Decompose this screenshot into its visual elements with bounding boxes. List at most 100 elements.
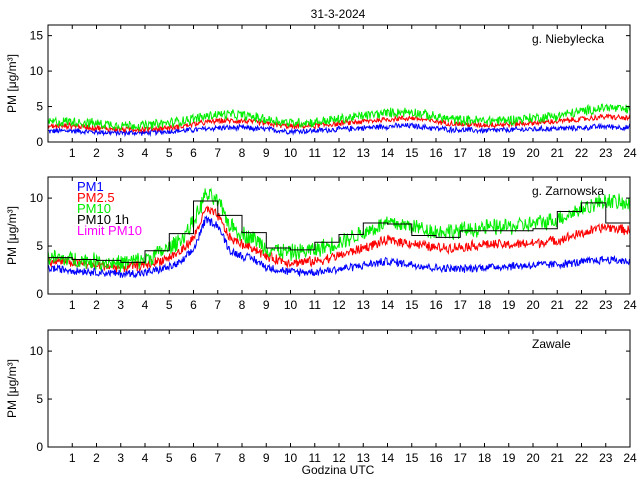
x-tick-label: 9 bbox=[263, 146, 270, 160]
y-tick-label: 15 bbox=[30, 29, 44, 43]
x-tick-label: 5 bbox=[166, 298, 173, 312]
x-axis-label: Godzina UTC bbox=[302, 463, 375, 477]
y-tick-label: 5 bbox=[36, 100, 43, 114]
station-name: g. Niebylecka bbox=[532, 32, 604, 46]
x-tick-label: 4 bbox=[142, 146, 149, 160]
x-tick-label: 2 bbox=[93, 298, 100, 312]
x-tick-label: 24 bbox=[623, 146, 637, 160]
x-tick-label: 9 bbox=[263, 298, 270, 312]
x-tick-label: 14 bbox=[381, 146, 395, 160]
y-tick-label: 0 bbox=[36, 440, 43, 454]
x-tick-label: 21 bbox=[551, 146, 565, 160]
panel-2: 1 2 3 4 5 6 7 8 9 10 11 12 13 14 15 16 17 18 19 20 21 22 23 240… bbox=[5, 176, 637, 312]
x-tick-label: 7 bbox=[214, 146, 221, 160]
x-tick-label: 14 bbox=[381, 451, 395, 465]
x-tick-label: 13 bbox=[357, 451, 371, 465]
x-tick-label: 18 bbox=[478, 451, 492, 465]
x-tick-label: 20 bbox=[526, 146, 540, 160]
x-tick-label: 23 bbox=[599, 146, 613, 160]
legend-item-pm1: PM1 bbox=[77, 179, 104, 194]
x-tick-label: 22 bbox=[575, 298, 589, 312]
x-tick-label: 10 bbox=[284, 298, 298, 312]
x-tick-label: 6 bbox=[190, 298, 197, 312]
x-tick-label: 19 bbox=[502, 451, 516, 465]
y-tick-label: 5 bbox=[36, 392, 43, 406]
x-tick-label: 7 bbox=[214, 298, 221, 312]
y-tick-label: 10 bbox=[30, 191, 44, 205]
x-tick-label: 8 bbox=[239, 298, 246, 312]
x-tick-label: 20 bbox=[526, 451, 540, 465]
x-tick-label: 3 bbox=[117, 451, 124, 465]
x-tick-label: 13 bbox=[357, 146, 371, 160]
x-tick-label: 2 bbox=[93, 146, 100, 160]
x-tick-label: 17 bbox=[454, 451, 468, 465]
x-tick-label: 4 bbox=[142, 298, 149, 312]
x-tick-label: 23 bbox=[599, 298, 613, 312]
x-tick-label: 8 bbox=[239, 451, 246, 465]
legend-item-pm10: PM10 bbox=[77, 201, 111, 216]
x-tick-label: 12 bbox=[332, 298, 346, 312]
x-tick-label: 15 bbox=[405, 451, 419, 465]
legend-item-pm10-1h: PM10 1h bbox=[77, 212, 129, 227]
x-tick-label: 22 bbox=[575, 146, 589, 160]
x-tick-label: 6 bbox=[190, 146, 197, 160]
panels: 1 2 3 4 5 6 7 8 9 10 11 12 13 14 15 16 17 18 19 20 21 22 23 240… bbox=[5, 24, 637, 465]
y-axis-label: PM [μg/m³] bbox=[5, 54, 19, 113]
panel-1: 1 2 3 4 5 6 7 8 9 10 11 12 13 14 15 16 17 18 19 20 21 22 23 240… bbox=[5, 24, 637, 160]
x-tick-label: 11 bbox=[309, 451, 322, 465]
x-tick-label: 5 bbox=[166, 146, 173, 160]
x-tick-label: 24 bbox=[623, 451, 637, 465]
series-pm10-1h bbox=[48, 200, 630, 263]
x-tick-label: 1 bbox=[69, 298, 76, 312]
x-tick-label: 21 bbox=[551, 451, 565, 465]
panel-3: 1 2 3 4 5 6 7 8 9 10 11 12 13 14 15 16 17 18 19 20 21 22 23 240… bbox=[5, 329, 637, 465]
chart-title: 31-3-2024 bbox=[311, 7, 366, 21]
x-tick-label: 13 bbox=[357, 298, 371, 312]
x-tick-label: 18 bbox=[478, 298, 492, 312]
x-tick-label: 3 bbox=[117, 146, 124, 160]
x-tick-label: 11 bbox=[309, 298, 322, 312]
x-tick-label: 9 bbox=[263, 451, 270, 465]
y-tick-label: 10 bbox=[30, 344, 44, 358]
series-pm1 bbox=[48, 215, 630, 279]
x-tick-label: 14 bbox=[381, 298, 395, 312]
legend-item-limit-pm10: Limit PM10 bbox=[77, 223, 142, 238]
x-tick-label: 16 bbox=[429, 146, 443, 160]
x-tick-label: 10 bbox=[284, 451, 298, 465]
x-tick-label: 17 bbox=[454, 298, 468, 312]
x-tick-label: 24 bbox=[623, 298, 637, 312]
x-tick-label: 1 bbox=[69, 146, 76, 160]
x-tick-label: 2 bbox=[93, 451, 100, 465]
x-tick-label: 10 bbox=[284, 146, 298, 160]
panel-data bbox=[48, 103, 630, 138]
x-tick-label: 4 bbox=[142, 451, 149, 465]
x-tick-label: 15 bbox=[405, 146, 419, 160]
x-tick-label: 3 bbox=[117, 298, 124, 312]
x-tick-label: 6 bbox=[190, 451, 197, 465]
x-tick-label: 7 bbox=[214, 451, 221, 465]
y-tick-label: 0 bbox=[36, 287, 43, 301]
panel-data bbox=[48, 187, 630, 279]
x-tick-label: 8 bbox=[239, 146, 246, 160]
x-tick-label: 22 bbox=[575, 451, 589, 465]
y-axis-label: PM [μg/m³] bbox=[5, 206, 19, 265]
x-tick-label: 1 bbox=[69, 451, 76, 465]
x-tick-label: 11 bbox=[309, 146, 322, 160]
x-tick-label: 16 bbox=[429, 298, 443, 312]
y-tick-label: 10 bbox=[30, 64, 44, 78]
series-pm10 bbox=[48, 103, 630, 131]
x-tick-label: 17 bbox=[454, 146, 468, 160]
x-tick-label: 16 bbox=[429, 451, 443, 465]
x-tick-label: 23 bbox=[599, 451, 613, 465]
station-name: Zawale bbox=[532, 337, 571, 351]
x-tick-label: 12 bbox=[332, 146, 346, 160]
x-tick-label: 20 bbox=[526, 298, 540, 312]
x-tick-label: 18 bbox=[478, 146, 492, 160]
x-tick-label: 15 bbox=[405, 298, 419, 312]
station-name: g. Zarnowska bbox=[532, 184, 604, 198]
x-tick-label: 5 bbox=[166, 451, 173, 465]
x-tick-label: 19 bbox=[502, 146, 516, 160]
